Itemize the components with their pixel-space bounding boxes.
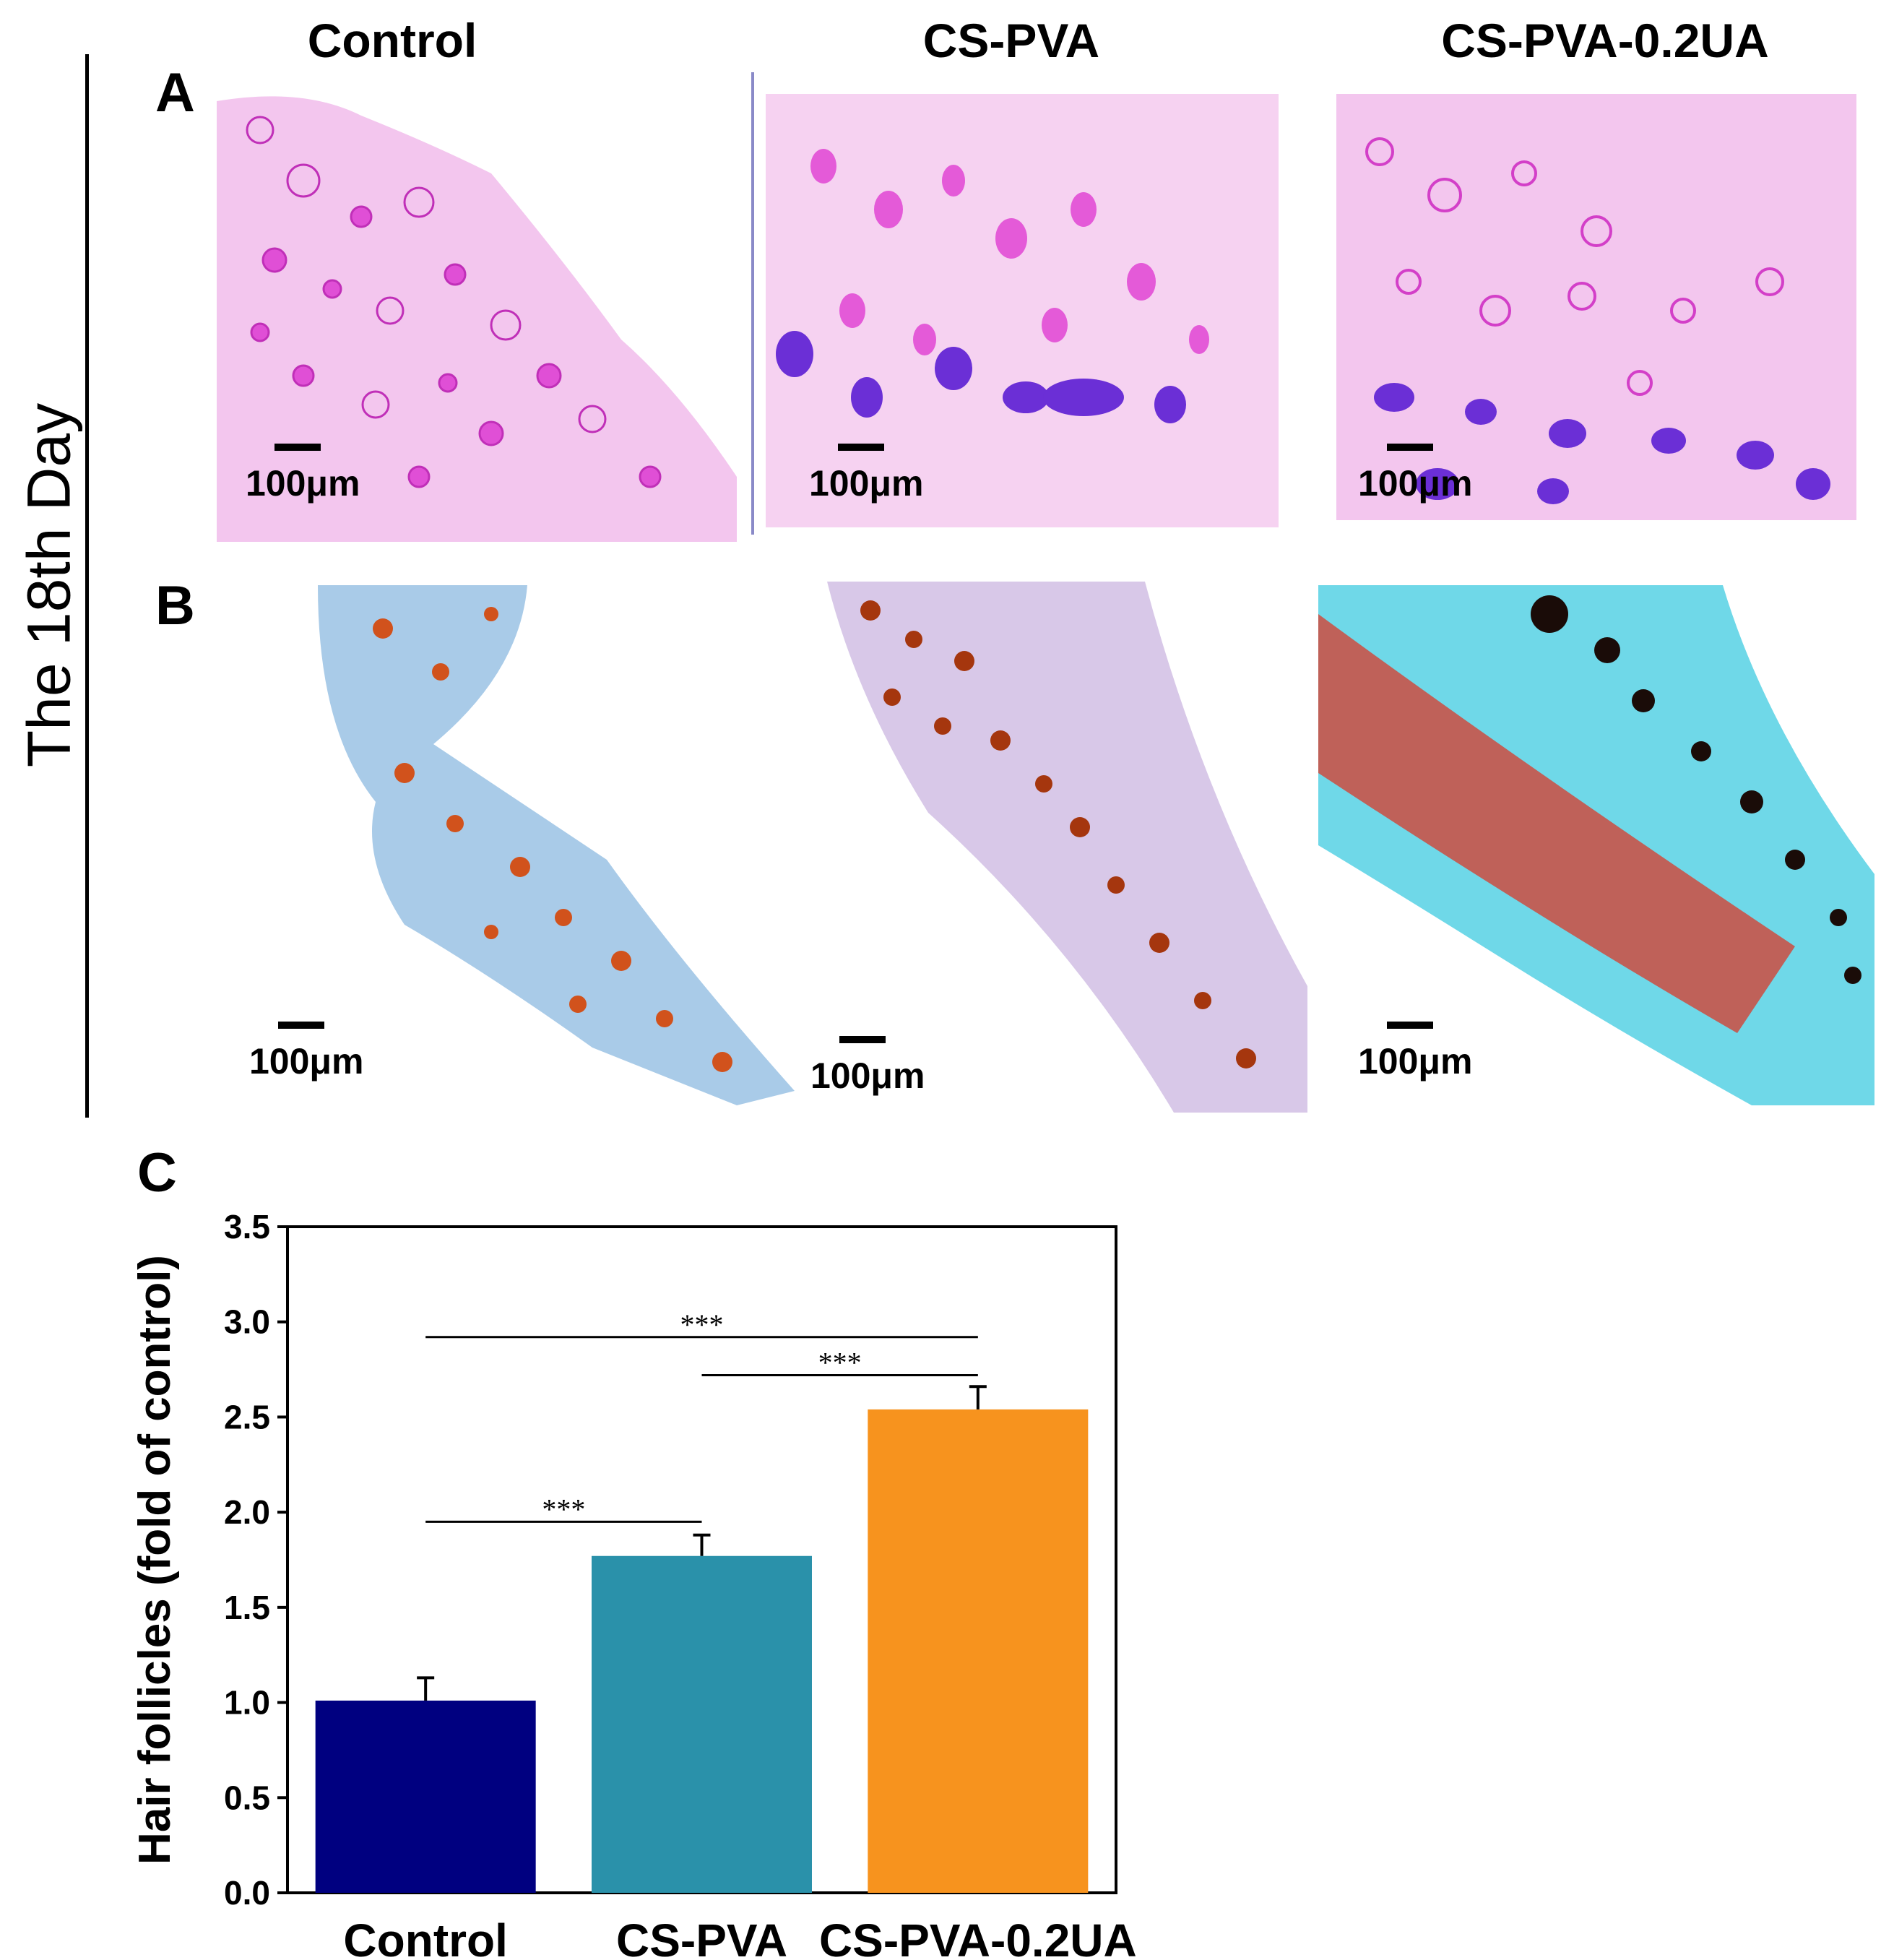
bar-2 (868, 1409, 1089, 1893)
column-header-cs-pva: CS-PVA (922, 14, 1100, 67)
micrograph-a-cs-pva-02ua (1336, 94, 1856, 520)
micrograph-a-cs-pva (766, 94, 1279, 527)
significance-label-0: *** (680, 1308, 724, 1341)
y-tick-label: 1.0 (224, 1684, 270, 1722)
y-tick-label: 3.5 (224, 1208, 270, 1245)
y-tick-label: 2.5 (224, 1398, 270, 1436)
column-header-control: Control (307, 14, 477, 67)
y-axis-label: Hair follicles (fold of control) (130, 1255, 180, 1865)
scale-bar-a-control: 100μm (246, 444, 360, 504)
y-tick-label: 0.0 (224, 1874, 270, 1912)
micrograph-b-control (217, 585, 795, 1105)
micrograph-b-cs-pva (769, 582, 1307, 1113)
x-tick-label-2: CS-PVA-0.2UA (819, 1914, 1137, 1960)
y-tick-label: 3.0 (224, 1303, 270, 1341)
x-tick-label-1: CS-PVA (616, 1914, 787, 1960)
y-tick-label: 1.5 (224, 1589, 270, 1626)
scale-bar-a-cs-pva-02ua: 100μm (1358, 444, 1472, 504)
scale-bar-b-cs-pva: 100μm (810, 1036, 925, 1097)
scale-bar-a-cs-pva: 100μm (809, 444, 923, 504)
panel-letter-b: B (155, 575, 195, 636)
significance-label-2: *** (542, 1493, 585, 1525)
day-bracket-line (85, 54, 89, 1118)
bar-1 (592, 1555, 812, 1893)
y-tick-label: 2.0 (224, 1493, 270, 1531)
panel-letter-c: C (137, 1142, 177, 1204)
micrograph-b-cs-pva-02ua (1318, 585, 1874, 1105)
x-tick-label-0: Control (343, 1914, 508, 1960)
y-tick-label: 0.5 (224, 1779, 270, 1816)
scale-bar-b-control: 100μm (249, 1022, 363, 1082)
scale-bar-b-cs-pva-02ua: 100μm (1358, 1022, 1472, 1082)
significance-label-1: *** (818, 1346, 862, 1378)
micrograph-a-control (217, 72, 737, 542)
panel-divider (751, 72, 754, 535)
panel-letter-a: A (155, 62, 195, 124)
bar-0 (315, 1700, 536, 1893)
column-header-cs-pva-02ua: CS-PVA-0.2UA (1441, 14, 1769, 67)
